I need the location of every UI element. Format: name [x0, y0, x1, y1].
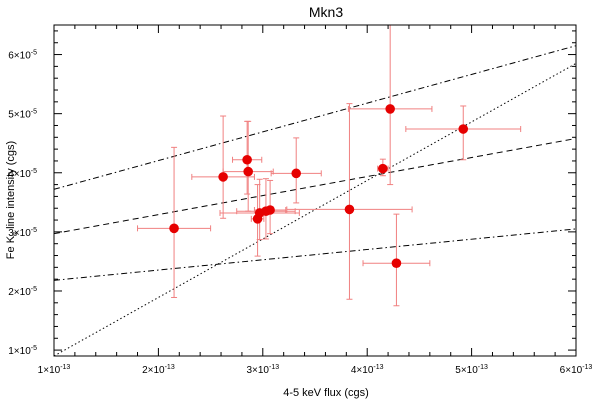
data-point [378, 163, 388, 174]
fit-line-lower-bound [54, 228, 576, 281]
y-tick-label: 1×10-5 [8, 345, 37, 357]
data-point [391, 258, 402, 269]
x-tick-label: 2×10-13 [142, 364, 175, 376]
plot-frame [53, 24, 577, 357]
fit-lines [54, 45, 576, 356]
data-point [265, 205, 275, 215]
data-point [291, 168, 302, 179]
y-tick-label: 2×10-5 [8, 286, 37, 298]
y-tick-label: 5×10-5 [8, 109, 37, 121]
x-tick-label: 4×10-13 [351, 364, 384, 376]
x-tick-label: 6×10-13 [560, 364, 593, 376]
data-point [218, 172, 228, 182]
x-tick-label: 3×10-13 [246, 364, 279, 376]
x-tick-label: 5×10-13 [455, 364, 488, 376]
data-point [385, 104, 395, 114]
error-bar [191, 115, 255, 219]
x-tick-label: 1×10-13 [38, 364, 71, 376]
error-bars [137, 24, 522, 307]
data-point [458, 124, 469, 134]
data-point [242, 154, 252, 165]
y-tick-label: 6×10-5 [8, 50, 37, 62]
x-axis-ticks: 1×10-13 2×10-13 3×10-13 4×10-13 5×10-13 6×10-… [38, 25, 593, 376]
fit-line-best-fit [54, 137, 576, 235]
y-tick-label: 3×10-5 [8, 227, 37, 239]
fit-line-upper-bound [54, 45, 576, 190]
data-point [243, 166, 253, 177]
chart-title: Mkn3 [309, 4, 343, 20]
error-bar [286, 103, 413, 300]
y-axis-label: Fe Kα line intensity (cgs) [5, 141, 19, 259]
x-axis-label: 4-5 keV flux (cgs) [283, 387, 369, 399]
data-point [344, 204, 355, 215]
data-points [169, 104, 469, 269]
y-tick-label: 4×10-5 [8, 168, 37, 180]
error-bar [137, 146, 212, 298]
y-axis-ticks: 1×10-5 2×10-5 3×10-5 4×10-5 5×10-5 6×10-5 [8, 30, 576, 357]
data-point [169, 223, 179, 234]
